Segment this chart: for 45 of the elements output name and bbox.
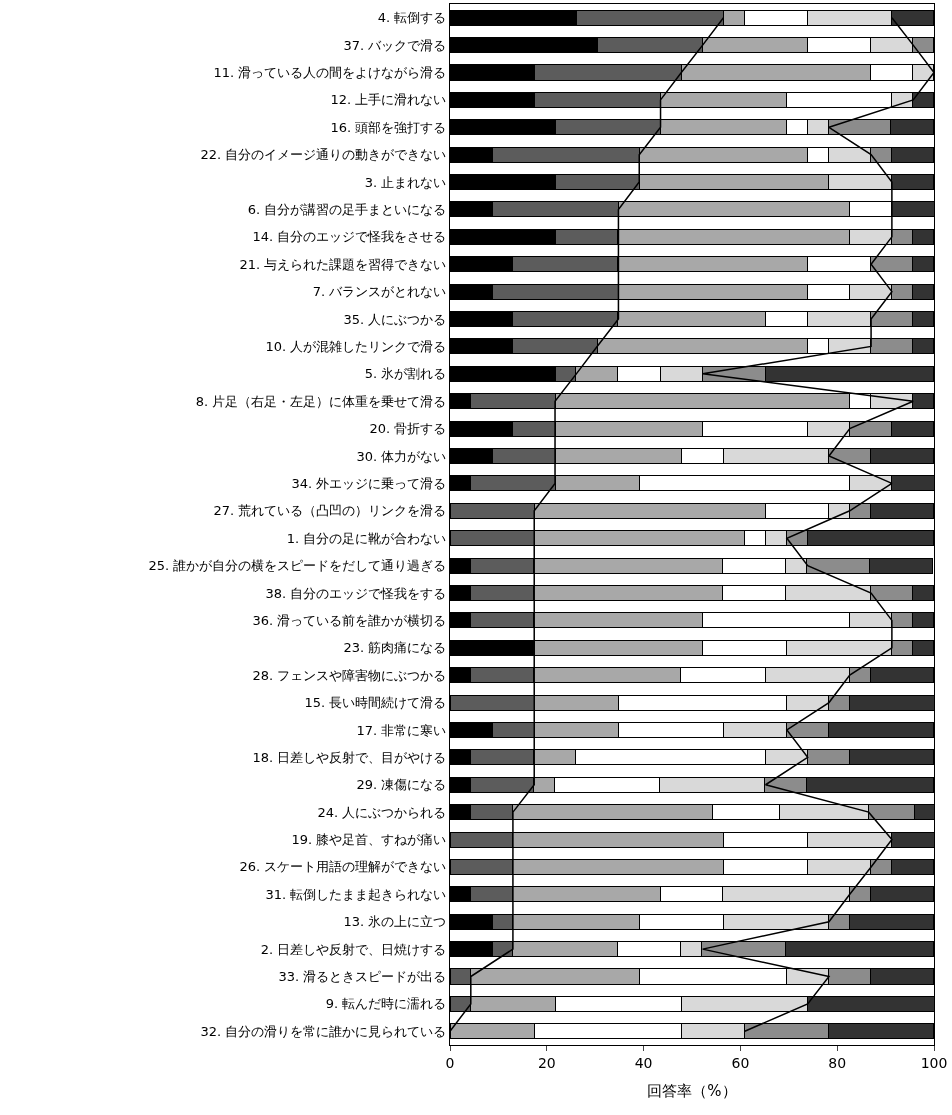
- y-tick-label: 23. 筋肉痛になる: [343, 640, 447, 656]
- y-tick-label: 18. 日差しや反射で、目がやける: [252, 749, 447, 765]
- y-tick-label: 4. 転倒する: [377, 10, 447, 26]
- y-tick-label: 12. 上手に滑れない: [330, 92, 447, 108]
- x-axis-title: 回答率（%）: [647, 1081, 737, 1100]
- y-tick-label: 5. 氷が割れる: [364, 366, 447, 382]
- y-tick-label: 38. 自分のエッジで怪我をする: [265, 585, 447, 601]
- y-tick-label: 37. バックで滑る: [343, 37, 447, 53]
- y-tick-label: 32. 自分の滑りを常に誰かに見られている: [200, 1023, 447, 1039]
- y-tick-label: 20. 骨折する: [369, 421, 447, 437]
- x-tick-label: 60: [731, 1054, 750, 1071]
- y-tick-label: 26. スケート用語の理解ができない: [239, 859, 447, 875]
- y-tick-label: 16. 頭部を強打する: [330, 119, 447, 135]
- x-tick-label: 40: [634, 1054, 653, 1071]
- y-tick-label: 33. 滑るときスピードが出る: [278, 969, 447, 985]
- y-tick-label: 27. 荒れている（凸凹の）リンクを滑る: [213, 503, 447, 519]
- y-tick-label: 34. 外エッジに乗って滑る: [291, 475, 447, 491]
- y-tick-label: 22. 自分のイメージ通りの動きができない: [200, 147, 447, 163]
- y-tick-label: 17. 非常に寒い: [356, 722, 447, 738]
- y-tick-label: 28. フェンスや障害物にぶつかる: [252, 667, 447, 683]
- y-tick-label: 2. 日差しや反射で、日焼けする: [260, 941, 447, 957]
- y-tick-label: 29. 凍傷になる: [356, 777, 447, 793]
- y-tick-label: 7. バランスがとれない: [312, 284, 447, 300]
- x-tick-label: 20: [537, 1054, 556, 1071]
- y-tick-label: 30. 体力がない: [356, 448, 447, 464]
- y-tick-label: 35. 人にぶつかる: [343, 311, 447, 327]
- y-tick-label: 9. 転んだ時に濡れる: [325, 996, 447, 1012]
- y-tick-label: 24. 人にぶつかられる: [317, 804, 447, 820]
- y-tick-label: 15. 長い時間続けて滑る: [304, 695, 447, 711]
- y-tick-label: 36. 滑っている前を誰かが横切る: [252, 612, 447, 628]
- y-tick-label: 25. 誰かが自分の横をスピードをだして通り過ぎる: [148, 558, 447, 574]
- y-tick-label: 21. 与えられた課題を習得できない: [239, 256, 447, 272]
- y-tick-label: 6. 自分が講習の足手まといになる: [247, 202, 447, 218]
- y-tick-label: 11. 滑っている人の間をよけながら滑る: [213, 65, 447, 81]
- x-tick-label: 0: [445, 1054, 455, 1071]
- y-tick-label: 14. 自分のエッジで怪我をさせる: [252, 229, 447, 245]
- x-tick-label: 80: [828, 1054, 847, 1071]
- y-tick-label: 31. 転倒したまま起きられない: [265, 886, 447, 902]
- y-tick-label: 19. 膝や足首、すねが痛い: [291, 832, 447, 848]
- y-tick-label: 10. 人が混雑したリンクで滑る: [265, 338, 447, 354]
- y-tick-label: 1. 自分の足に靴が合わない: [286, 530, 447, 546]
- y-tick-label: 8. 片足（右足・左足）に体重を乗せて滑る: [195, 393, 447, 409]
- x-tick-label: 100: [920, 1054, 948, 1071]
- y-tick-label: 13. 氷の上に立つ: [343, 914, 447, 930]
- y-tick-label: 3. 止まれない: [364, 174, 447, 190]
